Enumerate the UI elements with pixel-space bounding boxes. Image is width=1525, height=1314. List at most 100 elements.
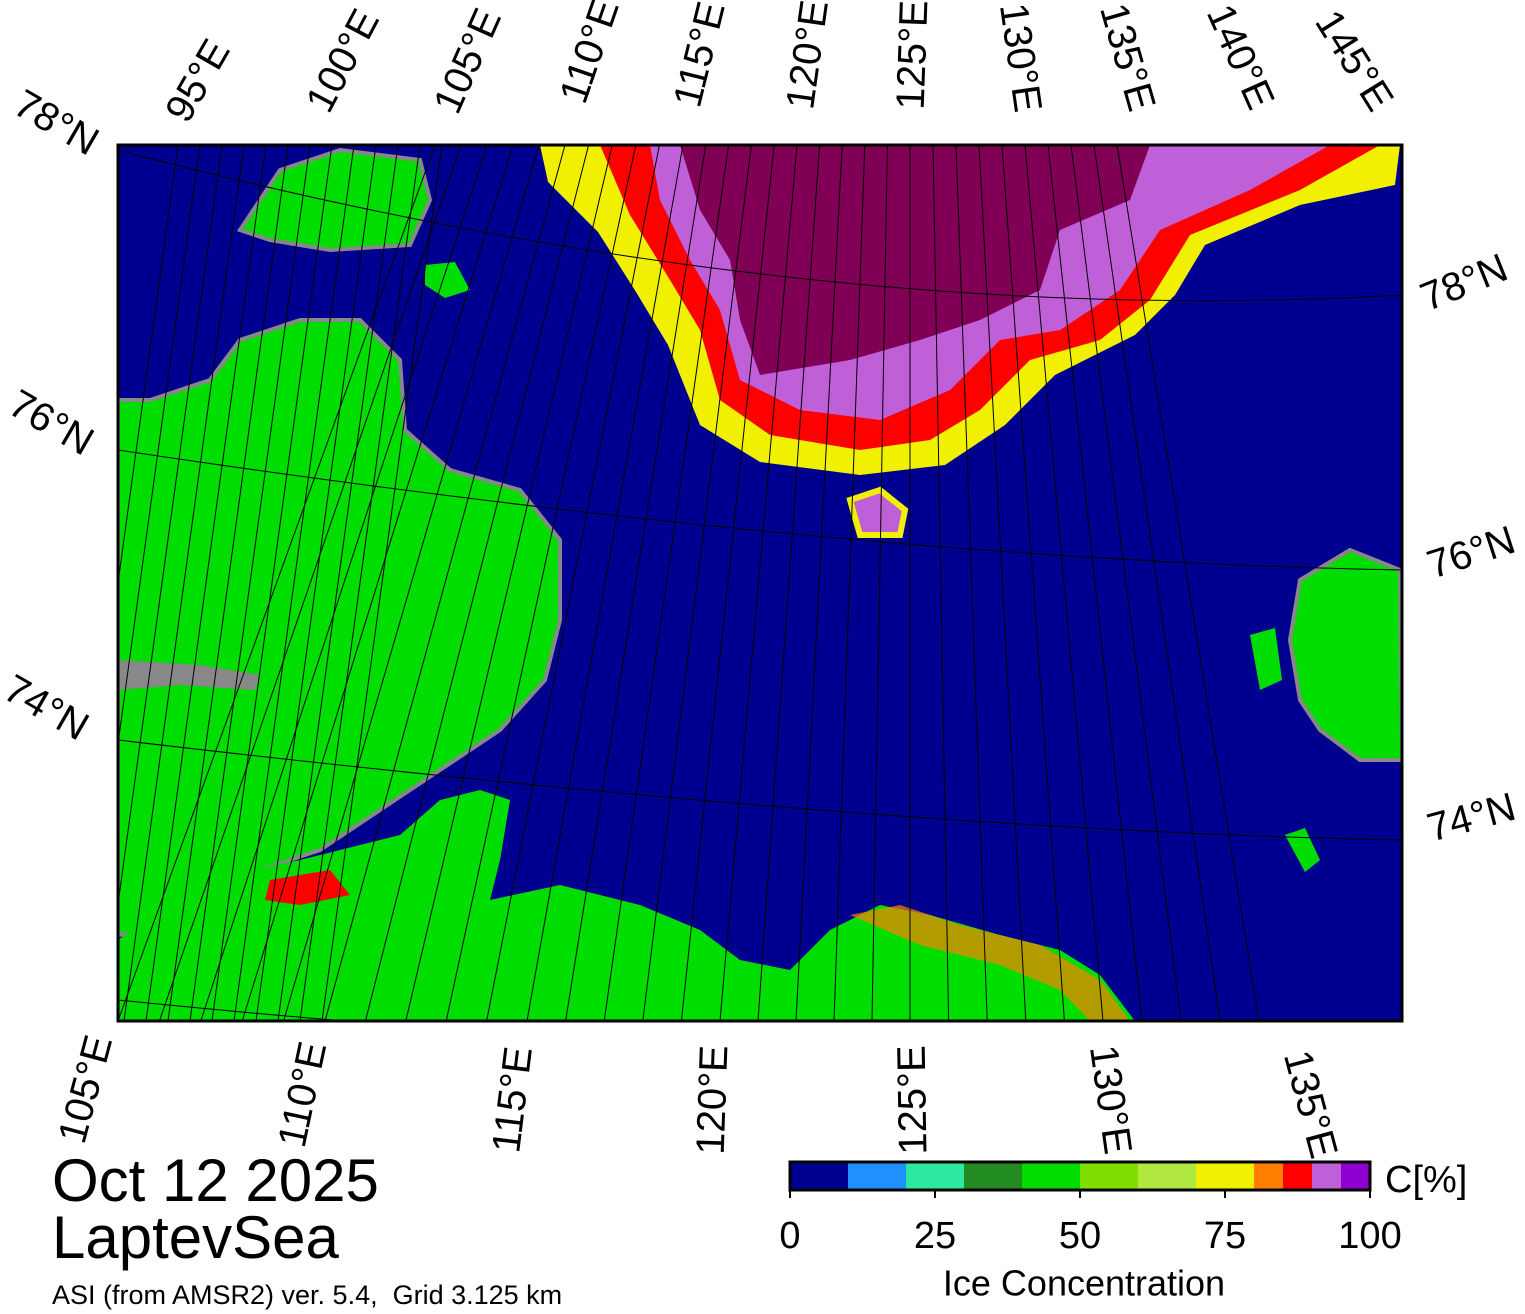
- ice-floe: [846, 486, 909, 538]
- meridian: [118, 145, 179, 587]
- meridian: [255, 145, 377, 1021]
- colorbar-label: Ice Concentration: [943, 1263, 1225, 1304]
- colorbar-segment: [1341, 1162, 1370, 1190]
- meridian: [1070, 145, 1182, 1021]
- bottom-label: 130°E: [1081, 1042, 1140, 1156]
- bottom-label: 105°E: [50, 1031, 121, 1148]
- parallel: [118, 449, 1402, 571]
- map-area: [118, 145, 1402, 1021]
- meridian: [118, 145, 223, 908]
- meridian: [978, 145, 1027, 1021]
- graticule: [118, 145, 1402, 1021]
- top-label: 105°E: [425, 2, 510, 120]
- meridian: [211, 145, 333, 1021]
- colorbar-tick-label: 0: [779, 1215, 800, 1257]
- colorbar-segment: [1254, 1162, 1283, 1190]
- bottom-label: 120°E: [689, 1044, 737, 1155]
- top-label: 95°E: [157, 32, 239, 129]
- top-label: 135°E: [1091, 0, 1163, 116]
- meridian: [1001, 145, 1065, 1021]
- meridian: [200, 145, 488, 1021]
- left-label: 74°N: [0, 666, 96, 749]
- meridian: [833, 145, 866, 1021]
- meridian: [189, 145, 311, 1021]
- bottom-label: 115°E: [484, 1044, 541, 1155]
- parallel: [118, 739, 1402, 841]
- meridian: [1047, 145, 1143, 1021]
- island: [1285, 828, 1320, 872]
- meridian: [283, 145, 540, 1021]
- meridian: [719, 145, 798, 1021]
- colorbar-segment: [1312, 1162, 1341, 1190]
- right-label: 78°N: [1414, 246, 1513, 320]
- meridian: [233, 145, 355, 1021]
- meridian: [123, 145, 245, 1021]
- top-label: 125°E: [889, 0, 937, 110]
- colorbar-segment: [1283, 1162, 1312, 1190]
- meridian: [526, 145, 684, 1021]
- meridian: [241, 145, 514, 1021]
- top-label: 145°E: [1306, 3, 1401, 119]
- colorbar-unit: C[%]: [1385, 1159, 1467, 1201]
- left-label: 78°N: [7, 81, 106, 164]
- region-name: LaptevSea: [52, 1204, 340, 1271]
- meridian: [299, 145, 421, 1021]
- colorbar-segment: [964, 1162, 1022, 1190]
- colorbar-segment: [1138, 1162, 1196, 1190]
- colorbar-tick-label: 25: [914, 1215, 956, 1257]
- meridian: [118, 145, 201, 748]
- ice-pack: [680, 145, 1150, 375]
- bottom-label: 110°E: [270, 1038, 335, 1151]
- bottom-label: 135°E: [1275, 1046, 1346, 1163]
- left-label: 76°N: [2, 381, 101, 464]
- island: [1250, 628, 1282, 690]
- meridian: [145, 145, 267, 1021]
- meridian: [277, 145, 399, 1021]
- meridian: [871, 145, 888, 1021]
- meridian: [680, 145, 775, 1021]
- meridian: [1024, 145, 1104, 1021]
- meridian: [757, 145, 821, 1021]
- top-label: 100°E: [298, 2, 388, 119]
- colorbar-tick-label: 75: [1204, 1215, 1246, 1257]
- meridian: [118, 145, 436, 1021]
- colorbar-tick-label: 100: [1338, 1215, 1401, 1257]
- colorbar-segment: [906, 1162, 964, 1190]
- top-label: 140°E: [1198, 0, 1283, 116]
- meridian: [955, 145, 988, 1021]
- meridian: [565, 145, 707, 1021]
- island: [425, 262, 470, 298]
- meridian: [1093, 145, 1221, 1021]
- meridian: [167, 145, 289, 1021]
- parallel: [118, 149, 1402, 302]
- meridian: [795, 145, 843, 1021]
- map-date: Oct 12 2025: [52, 1147, 379, 1214]
- colorbar-segment: [1022, 1162, 1080, 1190]
- meridian: [405, 145, 613, 1021]
- colorbar-segment: [790, 1162, 848, 1190]
- colorbar-segment: [1080, 1162, 1138, 1190]
- meridian: [324, 145, 566, 1021]
- lake: [118, 660, 260, 690]
- colorbar-segment: [1196, 1162, 1254, 1190]
- meridian: [321, 145, 443, 1021]
- coastal-ice: [850, 905, 1130, 1021]
- meridian: [603, 145, 730, 1021]
- meridian: [364, 145, 590, 1021]
- colorbar-segment: [848, 1162, 906, 1190]
- colorbar-tick-label: 50: [1059, 1215, 1101, 1257]
- top-label: 110°E: [552, 0, 628, 109]
- right-label: 74°N: [1423, 785, 1521, 851]
- meridian: [642, 145, 752, 1021]
- top-label: 120°E: [778, 0, 837, 112]
- island: [1287, 547, 1402, 762]
- right-label: 76°N: [1422, 518, 1521, 587]
- meridian: [486, 145, 660, 1021]
- source-note: ASI (from AMSR2) ver. 5.4, Grid 3.125 km: [52, 1280, 562, 1310]
- map-frame: [116, 143, 1404, 1023]
- meridian: [445, 145, 637, 1021]
- island: [236, 147, 433, 253]
- top-label: 130°E: [991, 0, 1050, 114]
